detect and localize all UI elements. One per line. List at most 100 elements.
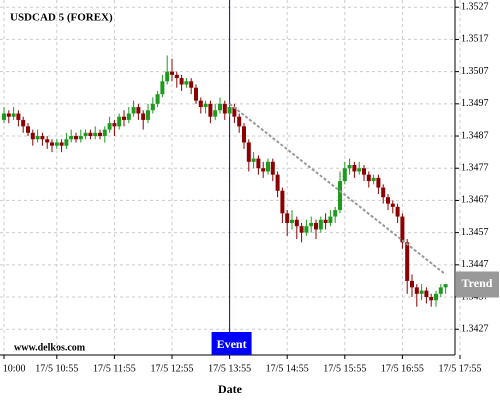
candle-body [26, 126, 30, 133]
x-tick-label: 17/5 15:55 [323, 363, 366, 374]
candle-body [314, 222, 318, 230]
y-tick-label: 1.3507 [461, 66, 489, 77]
candle-body [362, 168, 366, 175]
y-tick-label: 1.3457 [461, 227, 489, 238]
candle-body [237, 116, 242, 127]
candle-body [126, 113, 131, 120]
candle-body [40, 136, 45, 140]
candle-body [299, 226, 304, 233]
x-tick-label: 17/5 17:55 [438, 363, 481, 374]
candle-body [424, 290, 429, 298]
candle-body [246, 142, 251, 162]
trend-line [228, 103, 447, 276]
x-tick-label: 17/5 10:55 [35, 363, 78, 374]
x-tick-label: 17/5 11:55 [93, 363, 136, 374]
candle-body [256, 158, 261, 169]
candle-body [218, 103, 222, 111]
candle-body [64, 139, 69, 146]
candle-body [184, 81, 189, 85]
candle-body [261, 168, 266, 172]
candle-body [93, 132, 98, 137]
candle-body [333, 210, 338, 217]
candle-body [280, 190, 285, 214]
candle-body [309, 222, 314, 227]
candle-body [98, 132, 102, 137]
candle-body [285, 213, 290, 223]
candle-body [150, 103, 155, 111]
candle-body [266, 161, 270, 172]
candle-body [390, 203, 395, 207]
candle-body [251, 158, 256, 162]
candle-body [45, 139, 50, 143]
candle-body [203, 103, 208, 108]
candle-body [414, 287, 419, 294]
candle-body [275, 174, 280, 191]
candle-body [347, 165, 352, 169]
y-tick-label: 1.3487 [461, 130, 489, 141]
candle-body [438, 287, 443, 294]
candle-body [194, 87, 198, 101]
trend-label-box [456, 271, 499, 298]
candle-body [352, 165, 357, 172]
candle-body [179, 78, 184, 85]
candle-body [371, 177, 376, 182]
candle-body [146, 110, 150, 120]
candle-body [357, 168, 362, 172]
candle-body [381, 187, 386, 198]
candle-body [318, 219, 323, 230]
candle-body [174, 74, 179, 79]
candle-body [189, 81, 194, 88]
candle-body [155, 94, 160, 104]
candle-body [74, 136, 78, 140]
candle-body [141, 113, 146, 120]
y-tick-label: 1.3527 [461, 2, 489, 13]
y-tick-label: 1.3497 [461, 98, 489, 109]
y-tick-label: 1.3517 [461, 34, 489, 45]
candle-body [323, 219, 328, 223]
candle-body [2, 113, 6, 120]
candle-body [54, 142, 59, 146]
candle-body [78, 136, 83, 140]
candle-body [170, 71, 174, 75]
y-tick-label: 1.3447 [461, 259, 489, 270]
candle-body [50, 142, 54, 146]
candle-body [338, 181, 342, 211]
candle-body [443, 284, 448, 288]
candle-body [165, 71, 170, 82]
event-label: Event [217, 337, 247, 351]
candle-body [69, 136, 74, 140]
candle-body [160, 81, 165, 95]
candle-body [227, 107, 232, 114]
x-axis-label: Date [218, 382, 243, 396]
candle-body [59, 142, 64, 146]
chart-title: USDCAD 5 (FOREX) [10, 12, 113, 24]
candle-body [30, 132, 35, 140]
candle-body [131, 107, 136, 114]
event-label-box [211, 332, 252, 355]
candle-body [294, 219, 299, 227]
candle-body [342, 168, 347, 182]
candle-body [102, 129, 107, 137]
candle-body [405, 242, 410, 281]
candle-body [35, 136, 40, 140]
candle-body [395, 206, 400, 217]
candle-body [410, 280, 414, 288]
candle-body [328, 216, 333, 223]
candle-body [386, 197, 390, 204]
trend-label: Trend [462, 276, 493, 290]
candle-body [213, 110, 218, 117]
x-tick-label: 17/5 10:00 [0, 363, 26, 374]
candle-body [290, 219, 294, 223]
candle-body [11, 113, 16, 117]
y-tick-label: 1.3467 [461, 195, 489, 206]
candle-body [16, 113, 21, 120]
candle-body [222, 103, 227, 114]
candle-body [304, 226, 309, 233]
y-tick-label: 1.3477 [461, 163, 489, 174]
watermark: www.delkos.com [14, 342, 86, 353]
x-tick-label: 17/5 14:55 [266, 363, 309, 374]
candle-body [419, 290, 424, 294]
candle-body [21, 119, 26, 127]
candle-body [6, 113, 11, 117]
candle-body [83, 132, 88, 137]
